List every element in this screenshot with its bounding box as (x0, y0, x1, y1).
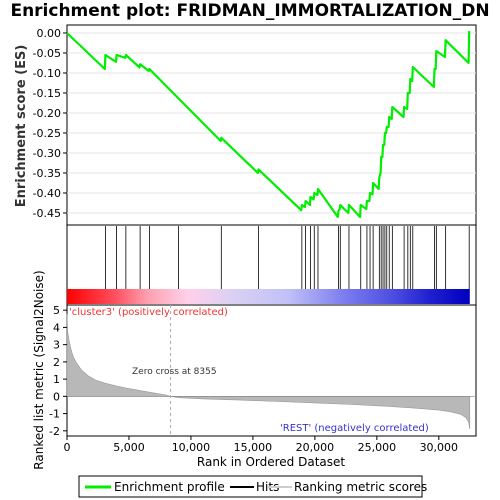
es-y-ticks: 0.00 -0.05 -0.10 -0.15 -0.20 -0.25 -0.30 -0.35 -… (33, 27, 67, 220)
metric-y-tick-label: 5 (53, 304, 60, 317)
x-tick-label: 5,000 (113, 441, 145, 454)
es-y-tick-label: -0.30 (33, 147, 61, 160)
metric-x-ticks: 0 5,000 10,000 15,000 20,000 25,000 30,000 (64, 436, 459, 454)
x-tick-label: 25,000 (358, 441, 397, 454)
metric-y-ticks: 5 4 3 2 1 0 -1 -2 (49, 304, 67, 438)
metric-y-tick-label: -2 (49, 425, 60, 438)
negative-correlation-label: 'REST' (negatively correlated) (280, 423, 429, 434)
x-tick-label: 10,000 (172, 441, 211, 454)
metric-y-tick-label: -1 (49, 408, 60, 421)
es-y-tick-label: -0.10 (33, 67, 61, 80)
metric-y-tick-label: 3 (53, 339, 60, 352)
es-y-tick-label: -0.45 (33, 207, 61, 220)
chart-title: Enrichment plot: FRIDMAN_IMMORTALIZATION… (10, 1, 490, 21)
x-axis-label: Rank in Ordered Dataset (197, 455, 345, 469)
legend-label-enrichment: Enrichment profile (114, 480, 225, 494)
metric-y-tick-label: 1 (53, 373, 60, 386)
es-panel-frame (66, 24, 477, 226)
enrichment-profile-group (66, 30, 471, 219)
es-y-tick-label: -0.15 (33, 87, 61, 100)
enrichment-profile-line (66, 30, 471, 219)
metric-y-tick-label: 2 (53, 356, 60, 369)
metric-y-axis-label: Ranked list metric (Signal2Noise) (32, 270, 46, 469)
positive-correlation-label: 'cluster3' (positively correlated) (69, 307, 228, 318)
legend-label-hits: Hits (256, 480, 279, 494)
es-y-tick-label: 0.00 (37, 27, 62, 40)
hit-lines (105, 226, 470, 289)
metric-y-tick-label: 4 (53, 321, 60, 334)
x-tick-label: 30,000 (420, 441, 459, 454)
legend-label-metric: Ranking metric scores (294, 480, 427, 494)
x-tick-label: 0 (64, 441, 71, 454)
rank-color-bar (67, 289, 470, 304)
metric-area-group (66, 305, 476, 436)
metric-panel-frame (66, 304, 477, 437)
metric-y-tick-label: 0 (53, 390, 60, 403)
legend: Enrichment profile Hits Ranking metric s… (78, 475, 427, 498)
es-y-tick-label: -0.25 (33, 127, 61, 140)
es-y-tick-label: -0.35 (33, 167, 61, 180)
x-tick-label: 20,000 (296, 441, 335, 454)
es-y-axis-label: Enrichment score (ES) (14, 45, 29, 208)
es-y-tick-label: -0.05 (33, 47, 61, 60)
x-tick-label: 15,000 (234, 441, 273, 454)
es-y-tick-label: -0.40 (33, 187, 61, 200)
es-y-tick-label: -0.20 (33, 107, 61, 120)
zero-cross-label: Zero cross at 8355 (132, 367, 217, 377)
